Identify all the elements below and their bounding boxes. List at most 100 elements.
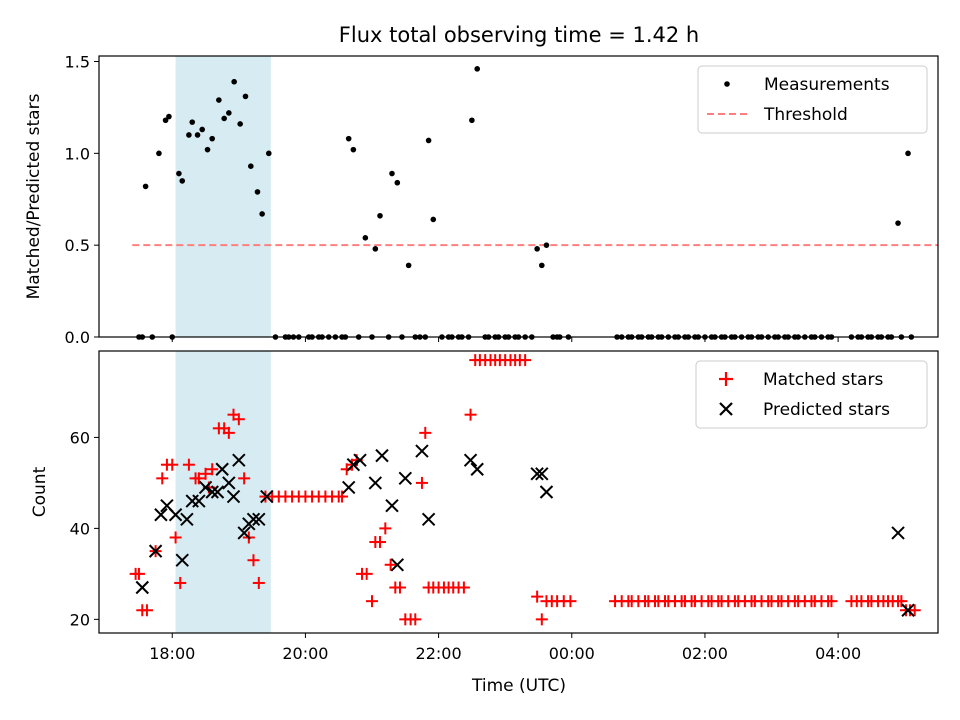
matched-star-point (379, 522, 392, 535)
measurement-point (259, 211, 265, 217)
matched-star-point (409, 613, 422, 626)
matched-star-point (192, 472, 205, 485)
measurement-point (166, 113, 172, 120)
measurement-point (231, 78, 237, 85)
measurement-point (389, 170, 395, 177)
predicted-star-point (246, 512, 261, 526)
predicted-star-point (463, 453, 478, 467)
matched-star-point (825, 595, 838, 608)
predicted-star-point (421, 512, 436, 526)
matched-star-point (519, 354, 532, 367)
measurement-point (179, 178, 186, 184)
bottom-legend: Matched stars Predicted stars (695, 360, 928, 429)
predicted-star-point (535, 467, 549, 481)
measurement-point (474, 66, 481, 72)
x-tick-label: 04:00 (815, 644, 861, 663)
measurement-point (194, 132, 201, 138)
predicted-star-point (198, 480, 213, 495)
matched-star-point (908, 604, 921, 617)
matched-star-point (360, 567, 373, 580)
matched-star-point (895, 595, 908, 608)
plot-frame (98, 55, 939, 338)
bottom-panel: 20 40 60 18:00 20:00 22:00 00:00 02:00 04:00 Co… (30, 350, 939, 696)
plot-frame (98, 350, 939, 634)
measurement-point (189, 119, 196, 125)
predicted-star-point (530, 467, 544, 481)
measurement-point (469, 117, 475, 124)
matched-star-point (199, 467, 212, 480)
y-tick-label: 1.5 (65, 53, 90, 72)
measurement-point (543, 242, 550, 248)
matched-star-point (531, 590, 544, 603)
matched-star-point (166, 458, 179, 471)
measurement-point (265, 150, 272, 157)
predicted-star-point (901, 603, 915, 617)
predicted-star-point (539, 485, 554, 499)
highlight-span (175, 56, 271, 337)
predicted-star-point (192, 494, 206, 508)
measurement-point (362, 235, 369, 241)
predicted-star-point (470, 462, 484, 476)
measurement-point (142, 183, 149, 190)
x-tick-label: 02:00 (682, 644, 728, 663)
matched-star-point (457, 581, 470, 594)
measurement-point (216, 97, 222, 103)
matched-star-point (132, 567, 145, 580)
predicted-star-point (215, 462, 229, 476)
predicted-star-point (135, 580, 149, 595)
predicted-star-point (222, 476, 236, 490)
matched-star-point (156, 472, 169, 485)
predicted-star-point (368, 476, 383, 490)
predicted-star-point (353, 453, 367, 467)
predicted-star-point (260, 489, 274, 504)
legend-label-threshold: Threshold (763, 105, 848, 125)
measurement-point (372, 246, 379, 252)
x-tick-label: 22:00 (416, 644, 462, 663)
matched-star-point (336, 490, 349, 503)
y-tick-label: 60 (70, 428, 90, 447)
predicted-star-point (148, 544, 163, 558)
y-tick-label: 40 (70, 519, 90, 538)
measurement-point (895, 220, 901, 226)
matched-star-point (393, 581, 406, 594)
predicted-star-point (237, 526, 251, 540)
matched-star-point (384, 558, 397, 571)
matched-star-point (182, 458, 195, 471)
top-panel: 0.0 0.5 1.0 1.5 Matched/Predicted stars Mea… (24, 53, 939, 347)
measurement-point (226, 110, 232, 116)
matched-star-point (366, 595, 379, 608)
measurement-point (156, 150, 162, 157)
legend-marker-matched (719, 372, 733, 386)
matched-star-point (535, 613, 548, 626)
matched-stars-points (129, 354, 921, 626)
matched-star-point (174, 576, 187, 589)
y-axis-ticks: 20 40 60 (70, 428, 99, 629)
matched-star-point (415, 476, 428, 489)
matched-star-point (169, 531, 182, 544)
y-tick-label: 1.0 (65, 144, 90, 163)
measurement-point (425, 137, 432, 144)
measurement-point (905, 150, 911, 157)
matched-star-point (247, 554, 260, 567)
measurement-point (405, 262, 412, 269)
predicted-star-point (226, 489, 241, 504)
x-axis-label: Time (UTC) (471, 676, 566, 696)
measurement-point (350, 146, 357, 153)
top-legend: Measurements Threshold (697, 65, 928, 134)
predicted-star-point (232, 453, 246, 467)
predicted-star-point (180, 512, 194, 526)
chart-title: Flux total observing time = 1.42 h (339, 23, 699, 47)
measurement-point (176, 170, 182, 177)
matched-star-point (140, 604, 153, 617)
matched-star-point (206, 463, 219, 476)
predicted-star-point (415, 444, 429, 458)
measurement-point (248, 163, 254, 169)
predicted-star-point (252, 512, 266, 526)
legend-label-measurements: Measurements (764, 75, 890, 95)
predicted-star-point (341, 480, 356, 495)
predicted-star-point (346, 458, 361, 472)
predicted-star-point (891, 526, 905, 540)
matched-star-point (419, 426, 432, 439)
x-tick-label: 20:00 (282, 644, 328, 663)
